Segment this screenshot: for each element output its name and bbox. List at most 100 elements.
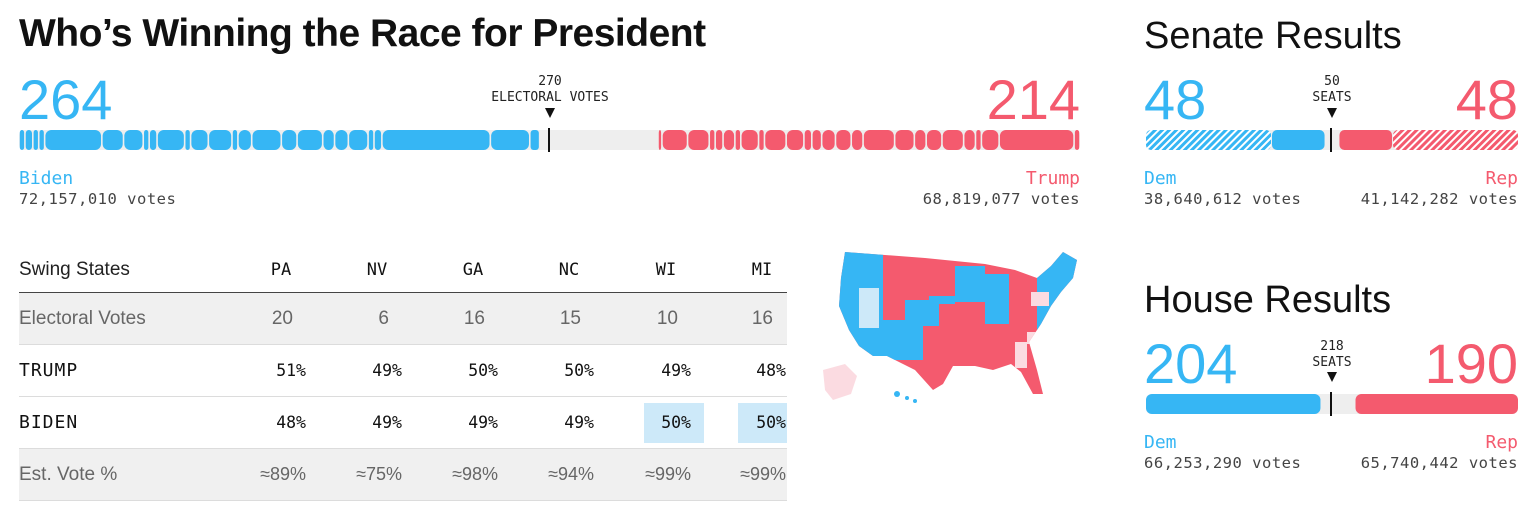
president-rep-votes: 68,819,077 votes: [922, 190, 1080, 208]
map-georgia: [1015, 342, 1027, 368]
bar-segment: [812, 130, 821, 150]
senate-rep-count: 48: [1455, 68, 1518, 131]
senate-dem-holdover-bar: [1146, 130, 1271, 150]
map-great-lakes: [985, 274, 1009, 324]
president-dem-name: Biden: [19, 168, 74, 189]
bar-segment: [33, 130, 38, 150]
bar-segment: [915, 130, 926, 150]
row-label: BIDEN: [19, 412, 79, 433]
table-row-electoral-votes: Electoral Votes 20 6 16 15 10 16: [19, 293, 787, 345]
bar-segment: [735, 130, 740, 150]
senate-threshold-tick: [1330, 128, 1332, 152]
bar-segment: [863, 130, 894, 150]
president-dem-votes: 72,157,010 votes: [19, 190, 177, 208]
table-header-state: NV: [366, 259, 388, 280]
map-nevada: [859, 288, 879, 328]
table-cell: 20: [271, 307, 293, 329]
house-threshold-label: SEATS: [1312, 355, 1352, 370]
senate-bar-chart: [1146, 130, 1518, 150]
table-cell: 51%: [276, 361, 306, 380]
house-rep-bar: [1355, 394, 1518, 414]
house-rep-votes: 65,740,442 votes: [1360, 454, 1518, 472]
bar-segment: [786, 130, 804, 150]
map-alaska: [823, 364, 857, 400]
table-header-state: MI: [751, 259, 773, 280]
bar-segment: [209, 130, 232, 150]
map-hawaii: [905, 396, 909, 400]
senate-threshold-label: SEATS: [1312, 90, 1352, 105]
table-cell: 16: [751, 307, 773, 329]
table-header-state: PA: [270, 259, 292, 280]
table-cell: 50%: [468, 361, 498, 380]
senate-threshold-arrow-icon: [1327, 108, 1337, 118]
house-dem-bar: [1146, 394, 1321, 414]
table-header-state: GA: [462, 259, 484, 280]
table-cell: 49%: [468, 413, 498, 432]
table-cell: 49%: [372, 413, 402, 432]
senate-dem-votes: 38,640,612 votes: [1144, 190, 1302, 208]
bar-segment: [335, 130, 348, 150]
bar-segment: [25, 130, 33, 150]
table-cell: 10: [656, 307, 678, 329]
table-cell: ≈98%: [452, 464, 498, 484]
bar-segment: [662, 130, 687, 150]
table-cell: 48%: [756, 361, 786, 380]
bar-segment: [157, 130, 184, 150]
bar-segment: [252, 130, 281, 150]
bar-segment: [191, 130, 208, 150]
map-colorado: [905, 300, 939, 326]
bar-segment: [149, 130, 157, 150]
president-rep-name: Trump: [1025, 168, 1080, 189]
bar-segment: [382, 130, 490, 150]
bar-segment: [232, 130, 238, 150]
map-hawaii: [894, 391, 900, 397]
bar-segment: [895, 130, 914, 150]
bar-segment: [297, 130, 322, 150]
senate-rep-bar: [1339, 130, 1393, 150]
table-cell: ≈94%: [548, 464, 594, 484]
table-cell: 15: [559, 307, 581, 329]
bar-segment: [976, 130, 981, 150]
table-cell: 16: [463, 307, 485, 329]
senate-threshold-number: 50: [1324, 74, 1340, 89]
bar-segment: [741, 130, 758, 150]
map-pennsylvania: [1031, 292, 1049, 306]
bar-segment: [185, 130, 190, 150]
bar-segment: [39, 130, 44, 150]
map-north-carolina: [1027, 332, 1045, 344]
bar-segment: [723, 130, 735, 150]
house-dem-count: 204: [1144, 332, 1238, 395]
table-header-label: Swing States: [19, 258, 130, 280]
row-label: Est. Vote %: [19, 463, 118, 485]
bar-segment: [349, 130, 368, 150]
table-row-est-vote: Est. Vote % ≈89% ≈75% ≈98% ≈94% ≈99% ≈99…: [19, 449, 787, 501]
bar-segment: [19, 130, 25, 150]
table-cell: 49%: [372, 361, 402, 380]
table-cell: 6: [378, 307, 389, 329]
president-threshold-arrow-icon: [545, 108, 555, 118]
map-northeast: [1037, 252, 1077, 334]
bar-segment: [852, 130, 863, 150]
bar-segment: [374, 130, 382, 150]
bar-segment: [759, 130, 764, 150]
table-row-biden: BIDEN 48% 49% 49% 49% 50% 50%: [19, 397, 787, 449]
bar-segment: [688, 130, 709, 150]
president-threshold-number: 270: [538, 74, 562, 89]
senate-dem-name: Dem: [1144, 168, 1177, 189]
row-label: Electoral Votes: [19, 307, 146, 329]
bar-segment: [238, 130, 251, 150]
page-title: Who’s Winning the Race for President: [19, 12, 706, 55]
bar-segment: [964, 130, 975, 150]
table-header-row: Swing States PA NV GA NC WI MI: [19, 247, 787, 293]
us-results-map: [823, 252, 1077, 403]
president-bar-chart: [19, 130, 1080, 150]
bar-segment: [836, 130, 851, 150]
table-header-state: NC: [558, 259, 580, 280]
president-rep-count: 214: [986, 68, 1080, 131]
row-label: TRUMP: [19, 360, 79, 381]
house-dem-name: Dem: [1144, 432, 1177, 453]
bar-segment: [530, 130, 539, 150]
table-header-state: WI: [655, 259, 677, 280]
bar-segment: [804, 130, 811, 150]
bar-segment: [368, 130, 374, 150]
